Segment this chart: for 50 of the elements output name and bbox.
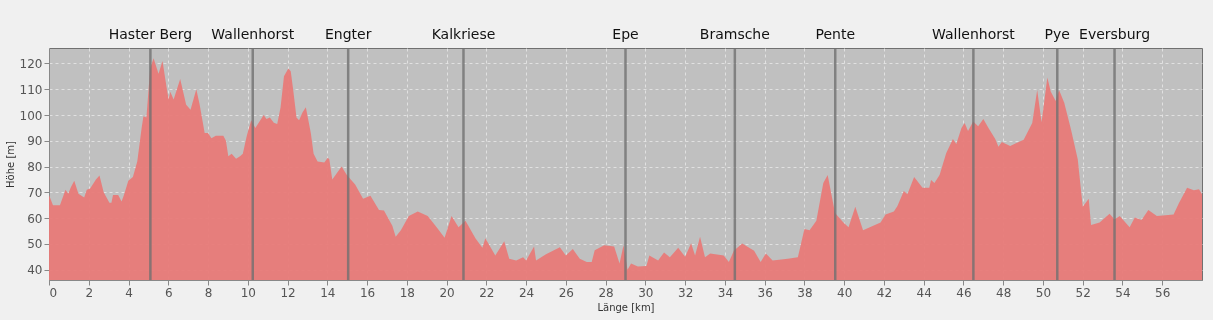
x-tick-label: 14 [320,285,336,300]
x-tick-label: 12 [280,285,296,300]
x-tick-label: 50 [1035,285,1052,300]
x-tick-label: 38 [797,285,813,300]
y-tick-label: 90 [27,134,43,149]
x-tick-label: 16 [359,285,376,300]
ref-line-label: Pente [815,26,855,42]
x-tick-label: 24 [518,285,535,300]
x-tick-label: 28 [598,285,614,300]
x-tick-label: 8 [204,285,213,300]
x-tick-label: 36 [757,285,773,300]
ref-line-label: Kalkriese [431,26,496,42]
x-tick-label: 52 [1075,285,1091,300]
y-tick-label: 60 [27,211,43,226]
x-tick-label: 34 [717,285,734,300]
x-tick-label: 20 [439,285,455,300]
ref-line-label: Eversburg [1079,26,1151,42]
y-tick-label: 110 [19,82,43,97]
x-tick-label: 44 [916,285,932,300]
y-tick-label: 70 [27,185,43,200]
x-tick-label: 4 [125,285,133,300]
y-tick-label: 120 [19,56,43,71]
x-tick-label: 32 [678,285,694,300]
x-tick-label: 22 [479,285,495,300]
ref-line-label: Pye [1044,26,1070,42]
x-tick-label: 42 [876,285,893,300]
x-tick-label: 6 [164,285,173,300]
x-axis-title: Länge [km] [597,301,655,313]
ref-line-label: Bramsche [699,26,770,42]
ref-line-label: Wallenhorst [211,26,295,42]
x-tick-label: 30 [638,285,654,300]
ref-line-label: Engter [324,26,372,42]
x-tick-label: 54 [1115,285,1131,300]
ref-line-label: Wallenhorst [932,26,1016,42]
x-tick-label: 0 [49,285,58,300]
x-tick-label: 10 [240,285,256,300]
ref-line-label: Epe [612,26,639,42]
x-tick-label: 2 [85,285,94,300]
y-axis-title: Höhe [m] [4,140,16,188]
y-tick-label: 80 [27,160,43,175]
x-tick-label: 48 [996,285,1012,300]
ref-line-label: Haster Berg [108,26,193,42]
x-tick-label: 56 [1155,285,1171,300]
x-tick-label: 40 [837,285,853,300]
y-tick-label: 100 [19,108,43,123]
x-tick-label: 46 [956,285,972,300]
x-tick-label: 26 [558,285,574,300]
y-tick-label: 40 [27,263,43,278]
y-tick-label: 50 [27,237,43,252]
x-tick-label: 18 [399,285,415,300]
